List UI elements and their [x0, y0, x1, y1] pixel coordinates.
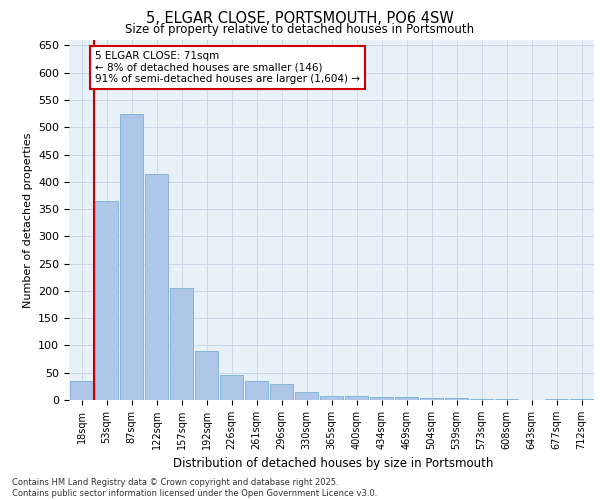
Bar: [220, 376, 243, 400]
Text: 5 ELGAR CLOSE: 71sqm
← 8% of detached houses are smaller (146)
91% of semi-detac: 5 ELGAR CLOSE: 71sqm ← 8% of detached ho…: [95, 51, 360, 84]
Bar: [320, 396, 343, 400]
Bar: [245, 381, 268, 400]
Bar: [95, 201, 118, 400]
Bar: [270, 384, 293, 400]
Text: Contains HM Land Registry data © Crown copyright and database right 2025.
Contai: Contains HM Land Registry data © Crown c…: [12, 478, 377, 498]
Text: 5, ELGAR CLOSE, PORTSMOUTH, PO6 4SW: 5, ELGAR CLOSE, PORTSMOUTH, PO6 4SW: [146, 11, 454, 26]
Bar: [395, 398, 418, 400]
Bar: [70, 381, 93, 400]
Bar: [145, 174, 168, 400]
Bar: [470, 399, 493, 400]
Y-axis label: Number of detached properties: Number of detached properties: [23, 132, 32, 308]
Bar: [420, 398, 443, 400]
Text: Size of property relative to detached houses in Portsmouth: Size of property relative to detached ho…: [125, 22, 475, 36]
Bar: [195, 351, 218, 400]
Bar: [170, 288, 193, 400]
Bar: [345, 396, 368, 400]
Text: Distribution of detached houses by size in Portsmouth: Distribution of detached houses by size …: [173, 458, 493, 470]
Bar: [370, 398, 393, 400]
Bar: [120, 114, 143, 400]
Bar: [445, 398, 468, 400]
Bar: [295, 392, 318, 400]
